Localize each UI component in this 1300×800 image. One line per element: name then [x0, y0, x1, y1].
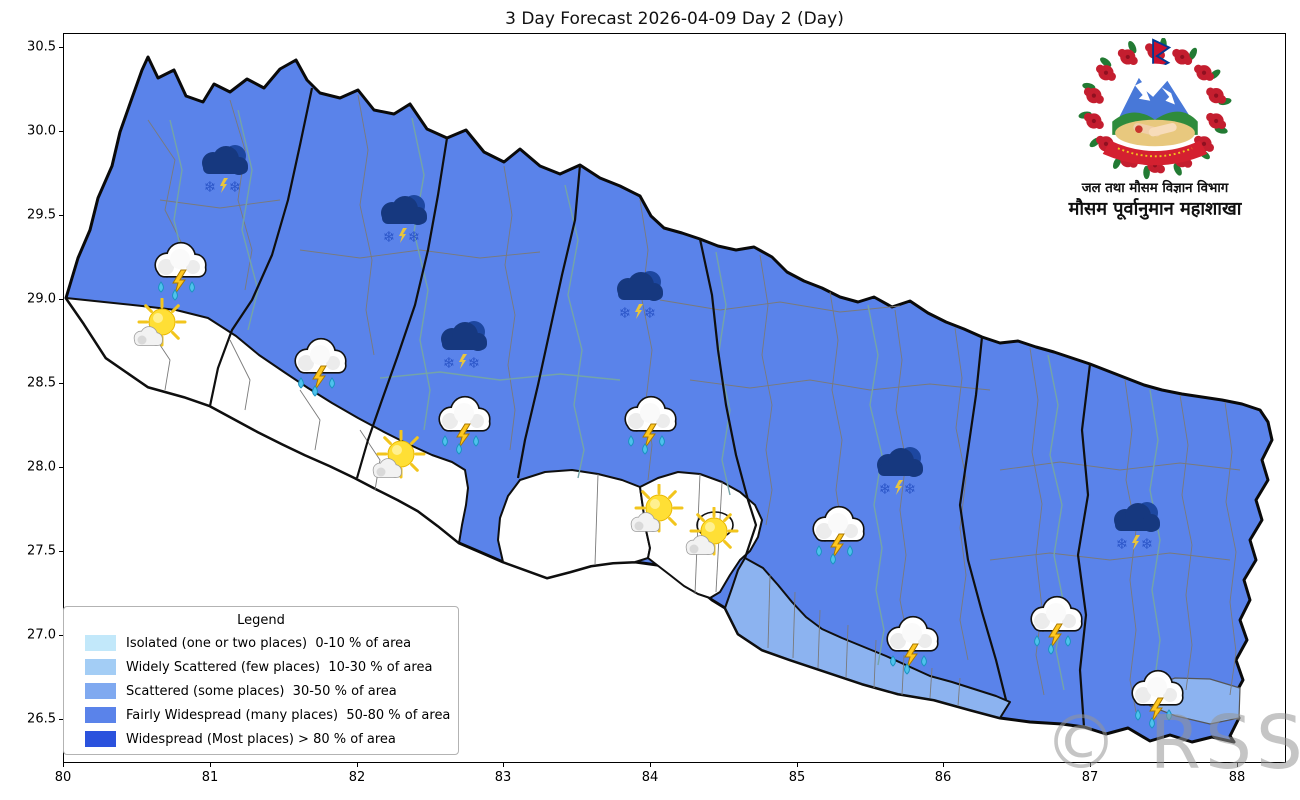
x-tickmark	[943, 763, 944, 767]
region-no-precip-west	[65, 297, 469, 544]
rivers	[169, 109, 1161, 691]
legend-title: Legend	[237, 613, 285, 628]
legend-item-3: Fairly Widespread (many places) 50-80 % …	[64, 703, 458, 727]
page-title: 3 Day Forecast 2026-04-09 Day 2 (Day)	[505, 9, 844, 29]
legend-label: Widely Scattered (few places) 10-30 % of…	[126, 659, 433, 675]
x-tickmark	[210, 763, 211, 767]
rss-watermark: © RSS	[1044, 700, 1300, 786]
region-no-precip-center	[497, 469, 651, 579]
x-tickmark	[63, 763, 64, 767]
legend-item-0: Isolated (one or two places) 0-10 % of a…	[64, 631, 458, 655]
x-tickmark	[503, 763, 504, 767]
x-tick-label: 83	[494, 770, 512, 785]
province-boundaries	[208, 87, 1092, 728]
x-tick-label: 80	[54, 770, 72, 785]
legend-label: Fairly Widespread (many places) 50-80 % …	[126, 707, 451, 723]
logo-text-line2: मौसम पूर्वानुमान महाशाखा	[1068, 198, 1243, 221]
y-tick-label: 28.0	[27, 459, 56, 475]
y-tick-label: 29.5	[27, 207, 56, 223]
legend-label: Scattered (some places) 30-50 % of area	[126, 683, 397, 699]
legend-label: Isolated (one or two places) 0-10 % of a…	[126, 635, 412, 651]
y-tick-label: 30.0	[27, 123, 56, 139]
y-tickmark	[59, 719, 63, 720]
x-tick-label: 82	[348, 770, 366, 785]
emblem-icon	[1102, 63, 1208, 166]
x-tick-label: 86	[934, 770, 952, 785]
x-tick-label: 84	[641, 770, 659, 785]
region-scattered-madhesh	[724, 557, 1011, 719]
district-boundaries	[147, 94, 1241, 713]
legend-item-1: Widely Scattered (few places) 10-30 % of…	[64, 655, 458, 679]
logo-text-line1: जल तथा मौसम विज्ञान विभाग	[1081, 179, 1229, 196]
legend-item-2: Scattered (some places) 30-50 % of area	[64, 679, 458, 703]
y-tickmark	[59, 299, 63, 300]
x-tick-label: 88	[1228, 770, 1246, 785]
legend-swatch	[85, 683, 116, 699]
x-tickmark	[1237, 763, 1238, 767]
y-tick-label: 26.5	[27, 711, 56, 727]
x-tickmark	[1090, 763, 1091, 767]
legend-items: Isolated (one or two places) 0-10 % of a…	[64, 631, 458, 751]
legend-swatch	[85, 635, 116, 651]
y-tickmark	[59, 47, 63, 48]
legend: Legend Isolated (one or two places) 0-10…	[63, 606, 459, 755]
x-tickmark	[650, 763, 651, 767]
dhm-logo: जल तथा मौसम विज्ञान विभाग मौसम पूर्वानुम…	[1068, 38, 1243, 221]
x-tick-label: 81	[201, 770, 219, 785]
y-tickmark	[59, 467, 63, 468]
legend-swatch	[85, 731, 116, 747]
y-tick-label: 30.5	[27, 39, 56, 55]
y-tick-label: 28.5	[27, 375, 56, 391]
y-tickmark	[59, 551, 63, 552]
y-tick-label: 27.5	[27, 543, 56, 559]
y-tickmark	[59, 215, 63, 216]
x-tickmark	[357, 763, 358, 767]
y-tickmark	[59, 635, 63, 636]
x-tick-label: 85	[788, 770, 806, 785]
x-tickmark	[797, 763, 798, 767]
legend-label: Widespread (Most places) > 80 % of area	[126, 731, 396, 747]
legend-item-4: Widespread (Most places) > 80 % of area	[64, 727, 458, 751]
legend-swatch	[85, 707, 116, 723]
y-tickmark	[59, 131, 63, 132]
y-tick-label: 29.0	[27, 291, 56, 307]
legend-swatch	[85, 659, 116, 675]
x-tick-label: 87	[1081, 770, 1099, 785]
y-tickmark	[59, 383, 63, 384]
y-tick-label: 27.0	[27, 627, 56, 643]
